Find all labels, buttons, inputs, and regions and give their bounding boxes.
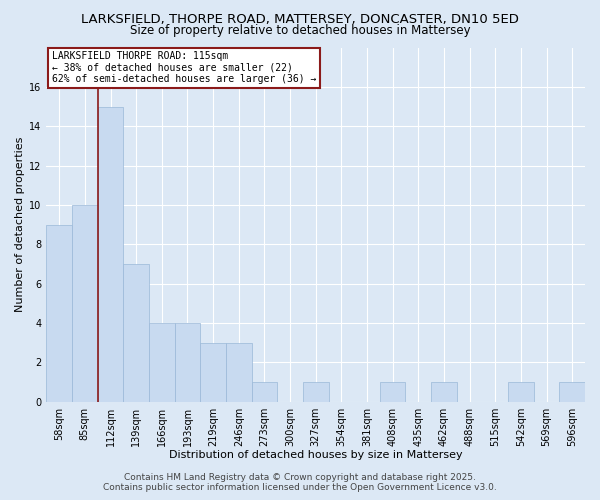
Bar: [46, 224, 72, 402]
Text: Contains HM Land Registry data © Crown copyright and database right 2025.
Contai: Contains HM Land Registry data © Crown c…: [103, 473, 497, 492]
Bar: [380, 382, 406, 402]
Y-axis label: Number of detached properties: Number of detached properties: [15, 137, 25, 312]
Text: LARKSFIELD THORPE ROAD: 115sqm
← 38% of detached houses are smaller (22)
62% of : LARKSFIELD THORPE ROAD: 115sqm ← 38% of …: [52, 51, 316, 84]
Bar: [508, 382, 534, 402]
Bar: [124, 264, 149, 402]
Bar: [226, 342, 251, 402]
Bar: [175, 323, 200, 402]
Bar: [200, 342, 226, 402]
Text: Size of property relative to detached houses in Mattersey: Size of property relative to detached ho…: [130, 24, 470, 37]
Text: LARKSFIELD, THORPE ROAD, MATTERSEY, DONCASTER, DN10 5ED: LARKSFIELD, THORPE ROAD, MATTERSEY, DONC…: [81, 12, 519, 26]
Bar: [72, 205, 98, 402]
Bar: [251, 382, 277, 402]
X-axis label: Distribution of detached houses by size in Mattersey: Distribution of detached houses by size …: [169, 450, 463, 460]
Bar: [559, 382, 585, 402]
Bar: [98, 106, 124, 402]
Bar: [303, 382, 329, 402]
Bar: [431, 382, 457, 402]
Bar: [149, 323, 175, 402]
